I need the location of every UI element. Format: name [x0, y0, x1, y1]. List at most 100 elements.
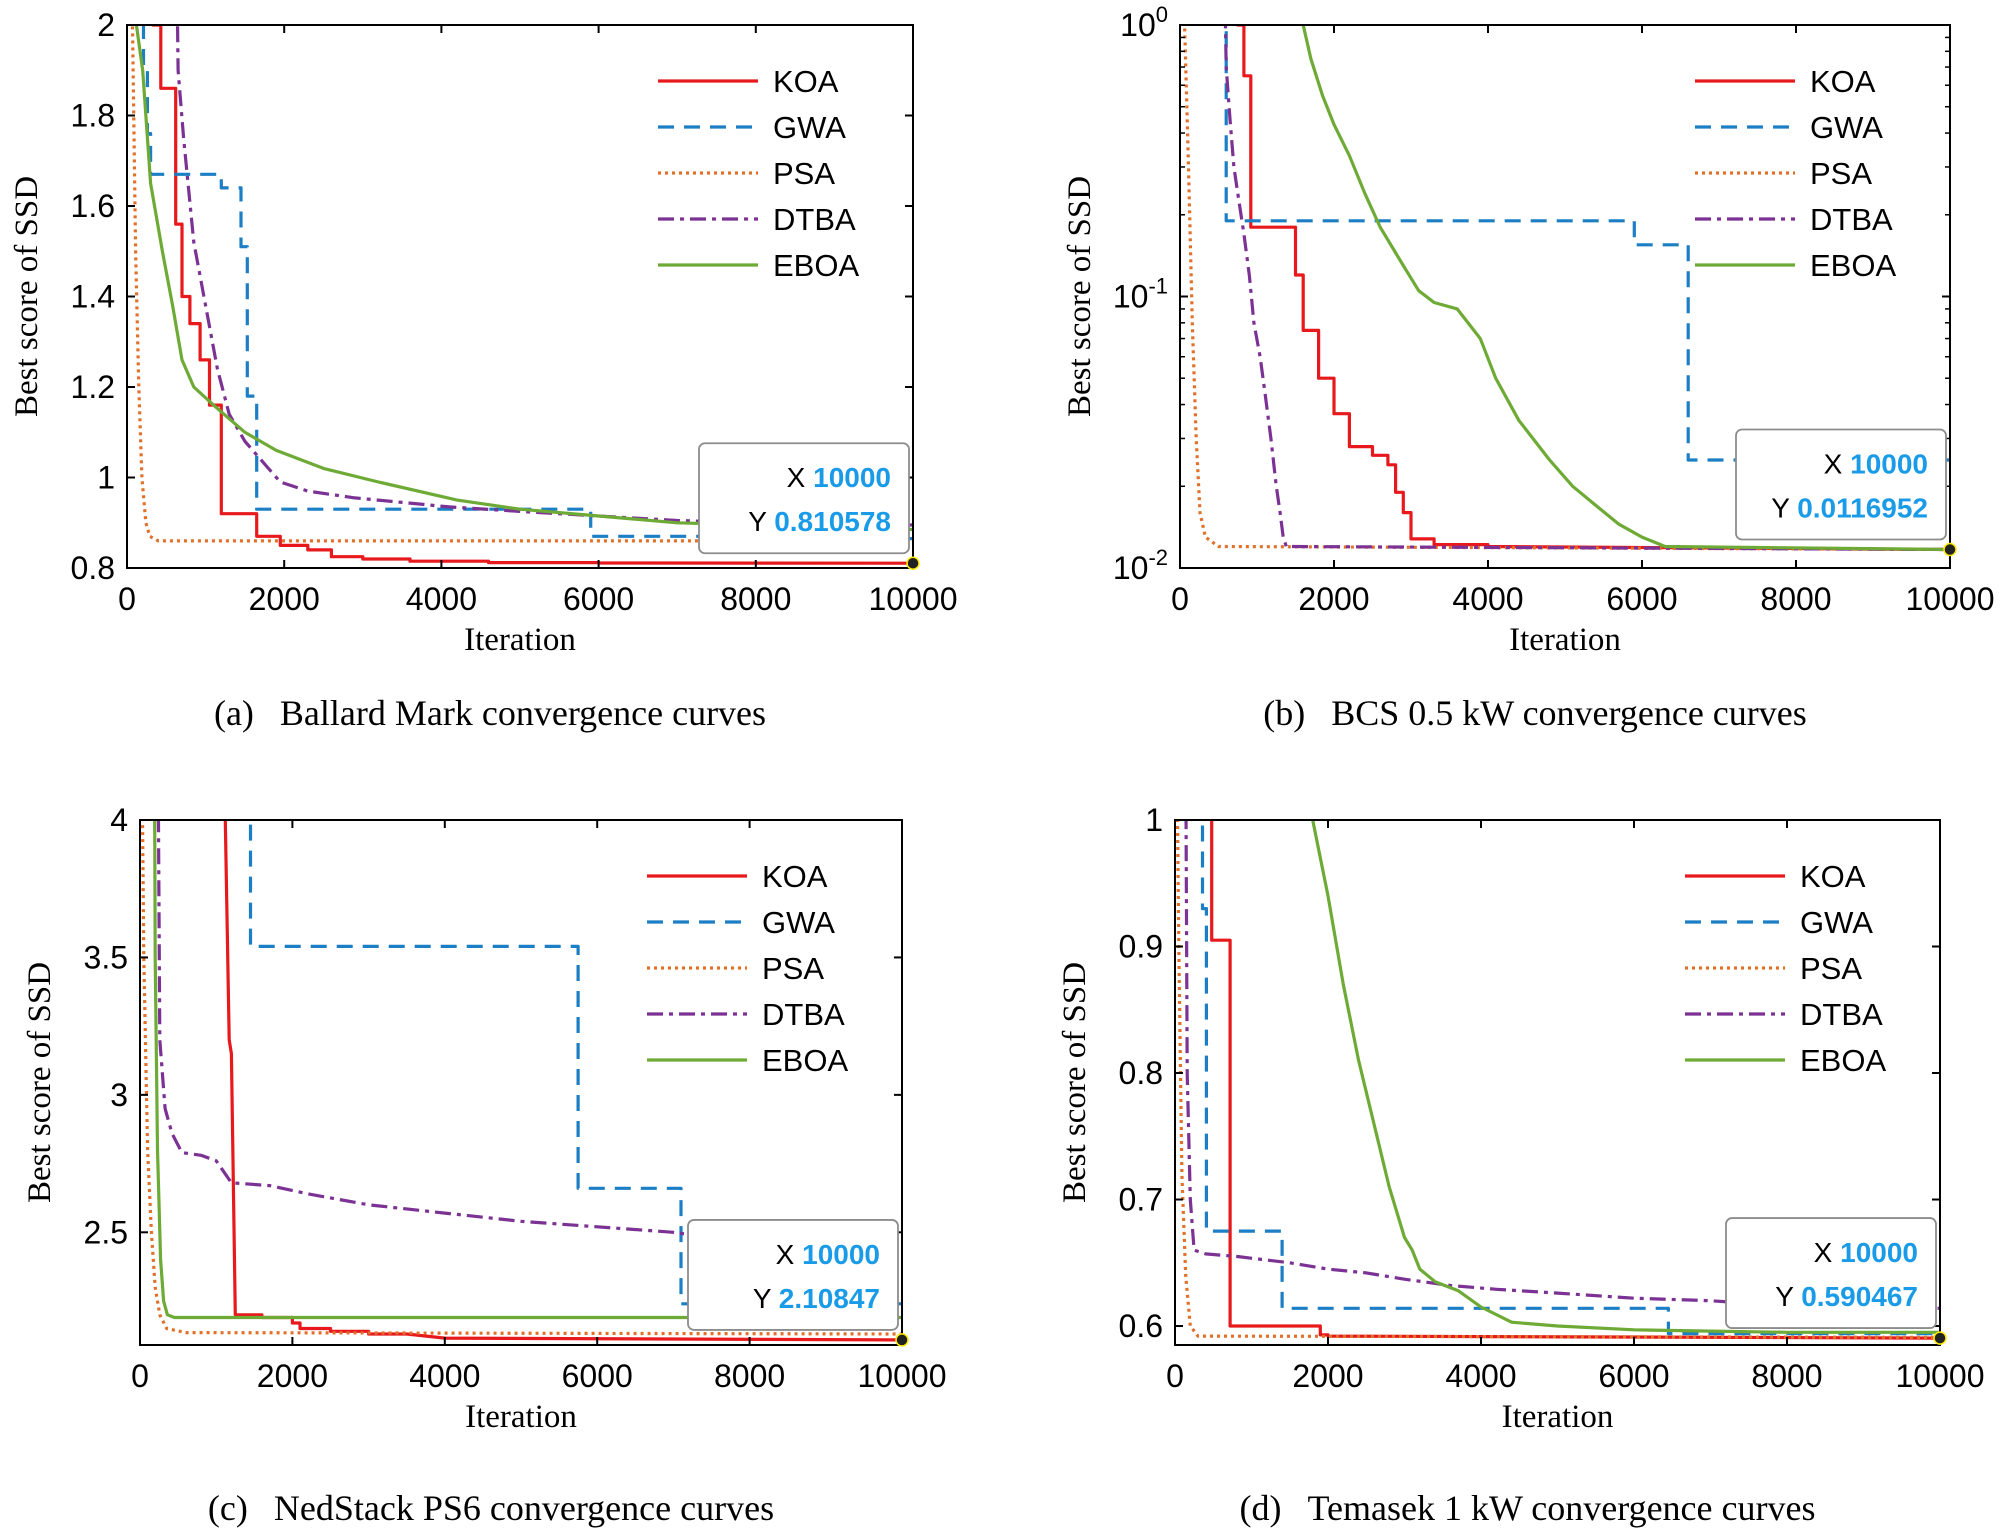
x-tick-label: 10000	[869, 581, 958, 617]
caption-text: NedStack PS6 convergence curves	[274, 1488, 774, 1528]
datatip-x-label: X	[787, 462, 806, 493]
legend-label-koa: KOA	[1800, 859, 1866, 894]
series-group	[1182, 25, 1950, 552]
series-line-gwa	[141, 25, 913, 541]
legend-label-gwa: GWA	[773, 110, 846, 145]
y-tick-label: 1	[97, 460, 115, 496]
series-group	[130, 25, 913, 565]
legend-label-eboa: EBOA	[1810, 248, 1896, 283]
chart-panel-a: 0 2000 4000 6000 8000 10000 0.8 1 1.2 1.4 1.6 1.8 2 I…	[9, 7, 958, 733]
y-axis-label: Best score of SSD	[9, 176, 45, 417]
legend-label-eboa: EBOA	[762, 1043, 848, 1078]
datatip-y-label: Y	[1775, 1281, 1794, 1312]
datatip-marker	[1933, 1331, 1947, 1345]
datatip-x-value: 10000	[1850, 449, 1928, 480]
caption-text: BCS 0.5 kW convergence curves	[1331, 693, 1807, 733]
y-tick-label: 1.6	[71, 188, 115, 224]
datatip-marker	[895, 1333, 909, 1347]
legend-label-psa: PSA	[1800, 951, 1862, 986]
datatip-y-row: Y 2.10847	[753, 1283, 880, 1314]
series-line-psa	[1182, 25, 1950, 552]
legend-label-koa: KOA	[1810, 64, 1876, 99]
panel-caption: (b) BCS 0.5 kW convergence curves	[1263, 693, 1807, 733]
legend-label-koa: KOA	[762, 859, 828, 894]
legend-label-dtba: DTBA	[1800, 997, 1883, 1032]
chart-panel-d: 0 2000 4000 6000 8000 10000 0.6 0.7 0.8 0.9 1 Itera…	[1057, 802, 1985, 1528]
x-tick-label: 2000	[249, 581, 320, 617]
legend-label-koa: KOA	[773, 64, 839, 99]
chart-panel-b: 0 2000 4000 6000 8000 1000010-210-1100Iterati…	[1062, 2, 1995, 733]
chart-panel-c: 0 2000 4000 6000 8000 10000 2.5 3 3.5 4 Iteration B…	[22, 802, 946, 1528]
x-tick-label: 0	[1171, 581, 1189, 617]
datatip-x-row: X 10000	[776, 1239, 880, 1270]
x-axis-label: Iteration	[464, 622, 576, 658]
y-tick-label: 100	[1120, 2, 1168, 43]
x-tick-label: 10000	[1906, 581, 1995, 617]
panel-caption: (d) Temasek 1 kW convergence curves	[1240, 1488, 1816, 1528]
x-tick-label: 8000	[1760, 581, 1831, 617]
axes-box	[139, 819, 903, 1346]
datatip: X 10000 Y 0.590467	[1725, 1217, 1947, 1345]
y-tick-label: 3.5	[84, 939, 128, 975]
datatip-y-value: 0.810578	[774, 506, 891, 537]
y-tick-label: 1	[1145, 802, 1163, 838]
x-tick-label: 8000	[720, 581, 791, 617]
datatip-y-row: Y 0.810578	[748, 506, 891, 537]
datatip-y-value: 0.0116952	[1797, 493, 1928, 524]
y-tick-label: 0.8	[1119, 1055, 1163, 1091]
series-line-koa	[1210, 820, 1940, 1340]
x-tick-label: 0	[118, 581, 136, 617]
series-line-dtba	[1184, 820, 1940, 1310]
x-tick-label: 6000	[563, 581, 634, 617]
legend-label-dtba: DTBA	[773, 202, 856, 237]
y-axis-label: Best score of SSD	[22, 962, 58, 1203]
y-axis-label: Best score of SSD	[1062, 176, 1098, 417]
datatip-y-label: Y	[753, 1283, 772, 1314]
y-tick-label: 1.2	[71, 369, 115, 405]
datatip-box	[698, 442, 910, 555]
caption-letter: (a)	[214, 693, 254, 733]
series-line-psa	[140, 820, 902, 1336]
series-line-dtba	[175, 25, 913, 527]
x-axis-label: Iteration	[1509, 622, 1621, 658]
x-tick-label: 4000	[1445, 1358, 1516, 1394]
x-tick-label: 2000	[1298, 581, 1369, 617]
datatip-y-label: Y	[748, 506, 767, 537]
legend-label-gwa: GWA	[762, 905, 835, 940]
y-tick-base: 10	[1120, 7, 1156, 43]
datatip-x-label: X	[1814, 1237, 1833, 1268]
y-tick-label: 0.9	[1119, 929, 1163, 965]
datatip-x-value: 10000	[813, 462, 891, 493]
x-tick-label: 2000	[257, 1358, 328, 1394]
datatip-marker	[906, 556, 920, 570]
x-tick-label: 0	[1166, 1358, 1184, 1394]
datatip-y-value: 2.10847	[779, 1283, 880, 1314]
x-tick-label: 10000	[1896, 1358, 1985, 1394]
series-line-koa	[151, 25, 913, 565]
x-tick-label: 8000	[714, 1358, 785, 1394]
x-tick-label: 2000	[1292, 1358, 1363, 1394]
y-tick-label: 2.5	[84, 1214, 128, 1250]
datatip-y-row: Y 0.590467	[1775, 1281, 1918, 1312]
legend: KOA GWA PSA DTBA EBOA	[647, 859, 848, 1078]
x-tick-label: 0	[131, 1358, 149, 1394]
series-line-eboa	[134, 25, 913, 532]
legend-label-psa: PSA	[773, 156, 835, 191]
datatip-x-label: X	[1824, 449, 1843, 480]
datatip-y-row: Y 0.0116952	[1771, 493, 1928, 524]
series-group	[140, 820, 902, 1342]
panel-caption: (c) NedStack PS6 convergence curves	[208, 1488, 774, 1528]
caption-letter: (d)	[1240, 1488, 1282, 1528]
legend-label-gwa: GWA	[1800, 905, 1873, 940]
datatip-marker	[1943, 542, 1957, 557]
y-tick-exponent: -2	[1148, 545, 1168, 570]
datatip-box	[1735, 428, 1947, 541]
x-tick-label: 6000	[1606, 581, 1677, 617]
datatip-x-value: 10000	[802, 1239, 880, 1270]
series-line-gwa	[248, 820, 902, 1306]
y-tick-exponent: -1	[1148, 274, 1168, 299]
datatip: X 10000 Y 0.0116952	[1735, 428, 1957, 557]
y-tick-exponent: 0	[1156, 2, 1168, 27]
y-tick-label: 0.6	[1119, 1308, 1163, 1344]
series-line-eboa	[1301, 25, 1950, 552]
